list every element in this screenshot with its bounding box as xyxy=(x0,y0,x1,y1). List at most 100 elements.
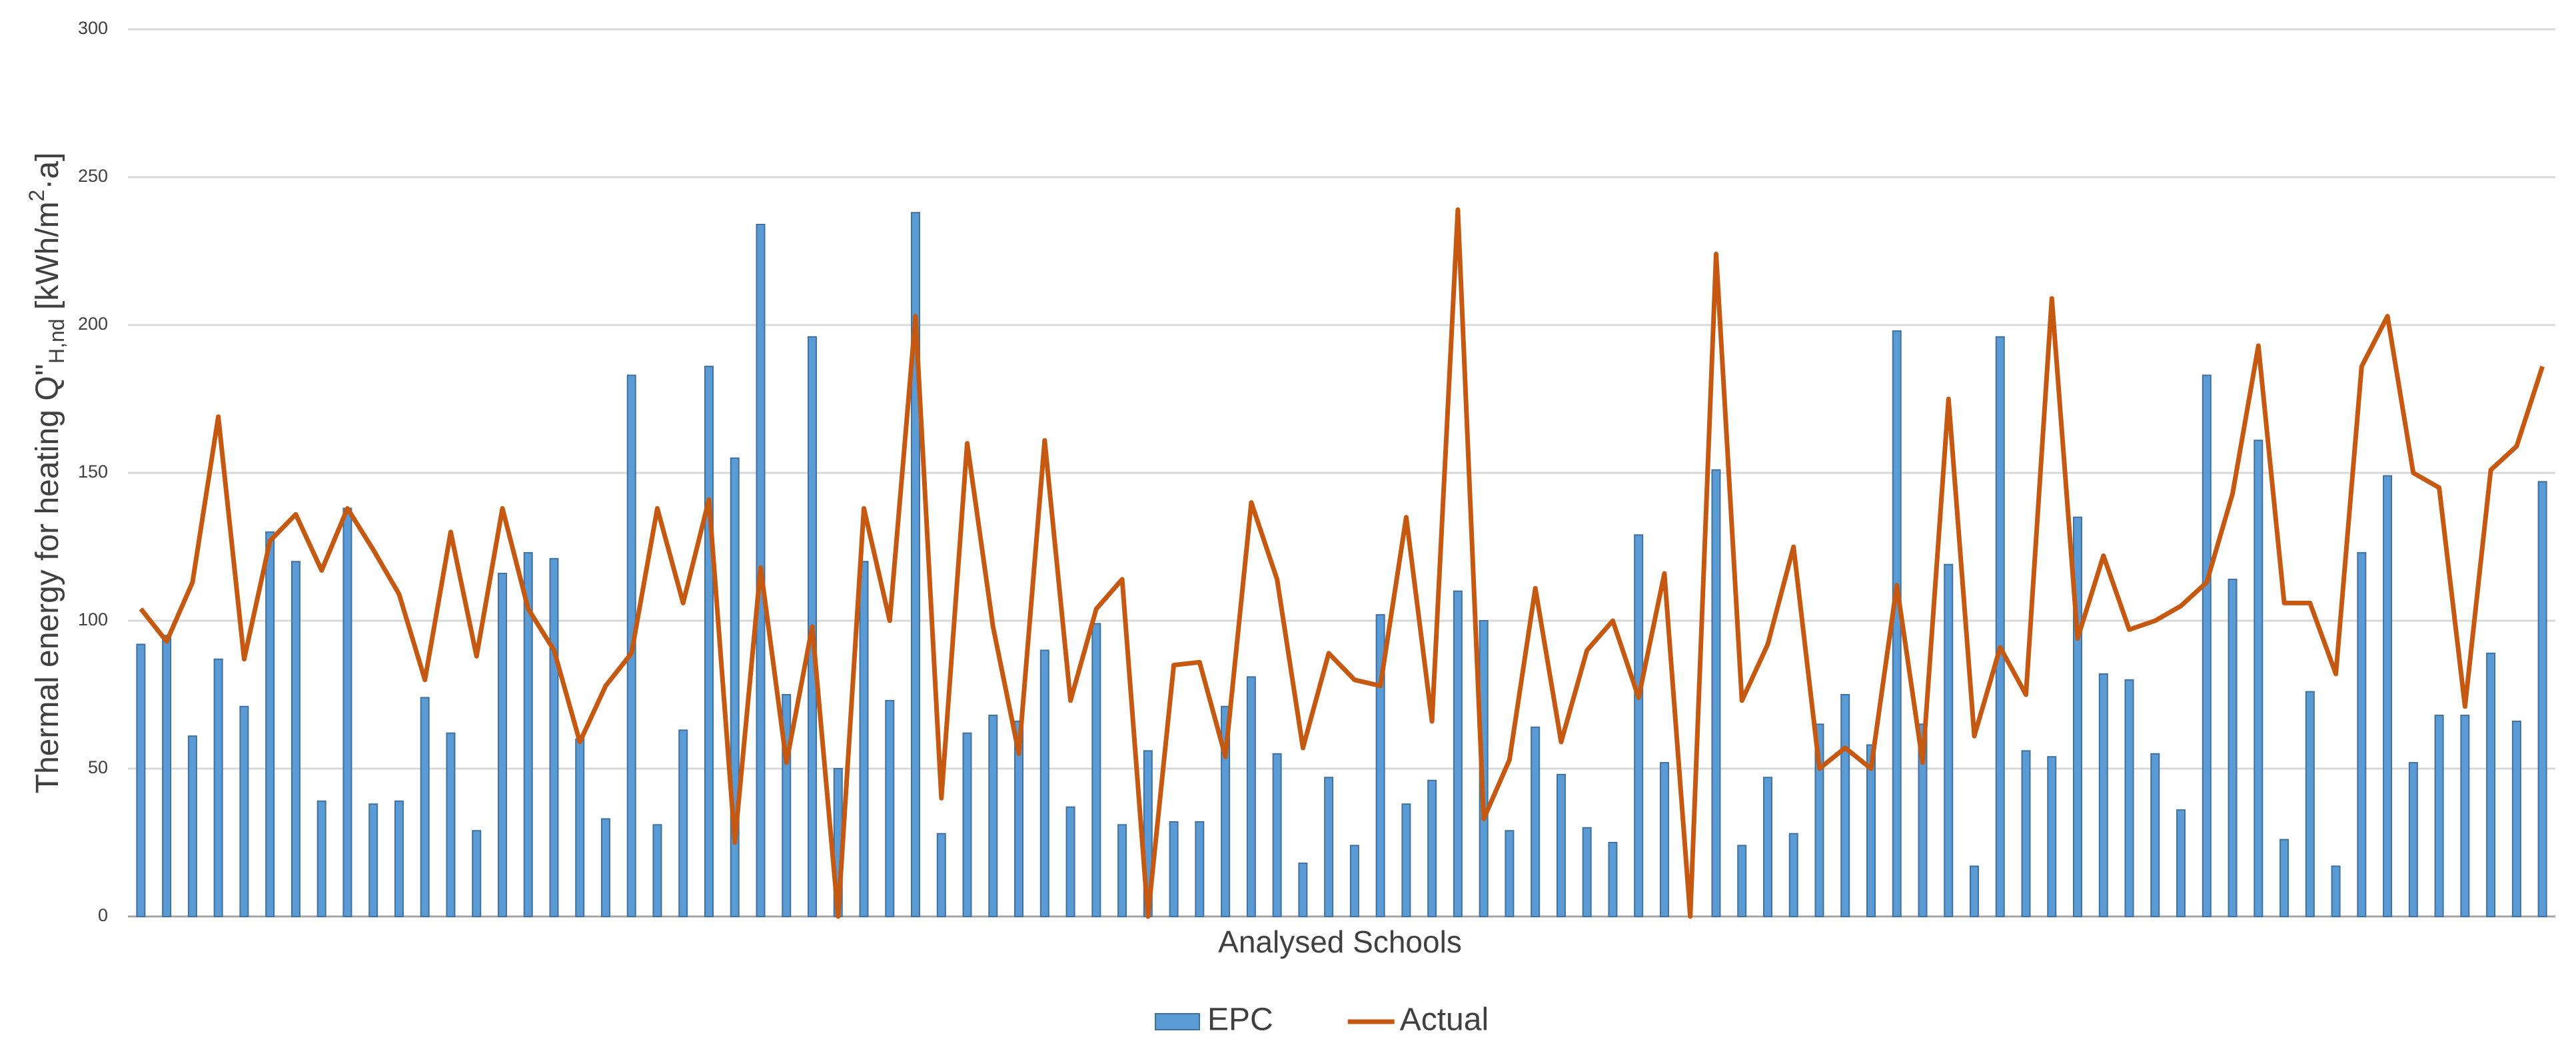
bar xyxy=(394,800,404,917)
bar xyxy=(600,818,610,917)
bar xyxy=(1892,330,1902,917)
bar xyxy=(1246,676,1256,917)
y-label-sub: H,nd xyxy=(45,318,69,364)
bar xyxy=(1065,806,1075,917)
bar xyxy=(1505,830,1515,917)
bar xyxy=(1453,590,1463,917)
legend-label: Actual xyxy=(1400,1002,1489,1038)
bar xyxy=(1788,833,1798,918)
bar xyxy=(317,800,326,917)
bar xyxy=(885,699,895,917)
y-tick-label: 100 xyxy=(78,609,108,629)
bar xyxy=(962,732,972,917)
bar xyxy=(2408,762,2418,917)
bar xyxy=(136,643,146,918)
bar xyxy=(1814,723,1824,918)
bar xyxy=(2511,720,2521,917)
y-tick-label: 150 xyxy=(78,462,108,482)
bar xyxy=(2486,652,2496,918)
y-label-part: ·a] xyxy=(30,153,65,190)
bar xyxy=(1272,753,1282,918)
bar xyxy=(859,561,869,917)
bar xyxy=(1582,827,1592,918)
bar xyxy=(368,803,378,918)
y-label-part: Thermal energy for heating Q'' xyxy=(30,364,65,793)
bar xyxy=(523,551,533,917)
y-axis-label: Thermal energy for heating Q''H,nd [kWh/… xyxy=(25,153,69,794)
bar xyxy=(1117,824,1127,917)
y-tick-label: 300 xyxy=(78,18,108,38)
y-tick-label: 250 xyxy=(78,166,108,186)
bar xyxy=(1091,623,1101,917)
bar xyxy=(575,738,585,917)
bar xyxy=(2331,865,2341,918)
bar xyxy=(2279,839,2289,918)
bar xyxy=(1866,744,1876,917)
bar xyxy=(213,658,223,917)
bar xyxy=(1608,842,1618,917)
bar xyxy=(1427,779,1437,918)
x-axis-label: Analysed Schools xyxy=(1218,924,1462,959)
bar xyxy=(936,833,946,918)
bar xyxy=(2460,715,2470,917)
bar xyxy=(2098,673,2108,917)
bar xyxy=(1634,534,1644,917)
bar xyxy=(1349,845,1359,917)
legend-label: EPC xyxy=(1207,1002,1273,1038)
bar xyxy=(2305,691,2315,918)
bar xyxy=(2228,578,2238,918)
bar xyxy=(420,697,430,917)
bar xyxy=(1324,777,1334,917)
bar xyxy=(2176,809,2186,918)
bar xyxy=(1737,845,1747,917)
y-label-part: [kWh/m xyxy=(30,201,65,318)
bar xyxy=(2254,440,2263,917)
bar xyxy=(704,366,714,917)
y-label-sup: 2 xyxy=(25,190,49,202)
bar xyxy=(1711,469,1721,917)
bar xyxy=(265,531,275,917)
bar xyxy=(1014,720,1024,917)
bar xyxy=(1970,865,1980,918)
bar xyxy=(472,830,482,917)
bar xyxy=(2150,753,2160,918)
y-tick-label: 200 xyxy=(78,314,108,334)
bar xyxy=(1995,336,2005,917)
bar xyxy=(497,572,507,917)
bar xyxy=(2202,374,2212,917)
bar xyxy=(730,457,740,917)
y-tick-label: 0 xyxy=(98,905,108,925)
bar xyxy=(1298,863,1308,917)
bar xyxy=(1169,821,1179,918)
bar xyxy=(162,635,172,917)
line xyxy=(139,207,2545,919)
bar xyxy=(2383,475,2393,917)
bar xyxy=(1375,614,1385,917)
bar xyxy=(2357,551,2367,917)
bar xyxy=(2434,715,2444,917)
bar xyxy=(678,729,688,918)
bar xyxy=(1918,723,1928,918)
legend-swatch xyxy=(1155,1013,1200,1030)
bar xyxy=(1762,777,1772,917)
bar xyxy=(187,735,197,918)
bar xyxy=(291,561,301,917)
bar xyxy=(1659,762,1669,917)
bar xyxy=(2124,679,2134,917)
bar xyxy=(1039,649,1049,918)
bar xyxy=(1401,803,1411,918)
bar xyxy=(446,732,456,917)
y-tick-label: 50 xyxy=(88,757,108,777)
bar xyxy=(2047,756,2057,917)
bar xyxy=(1531,726,1541,917)
bar xyxy=(239,705,249,917)
bar xyxy=(2021,750,2031,917)
bar xyxy=(342,508,352,917)
bar xyxy=(1556,773,1566,917)
bar xyxy=(1840,694,1850,917)
bar xyxy=(549,557,559,917)
bar xyxy=(988,715,998,917)
bar xyxy=(1944,563,1954,917)
bar xyxy=(2537,481,2547,917)
